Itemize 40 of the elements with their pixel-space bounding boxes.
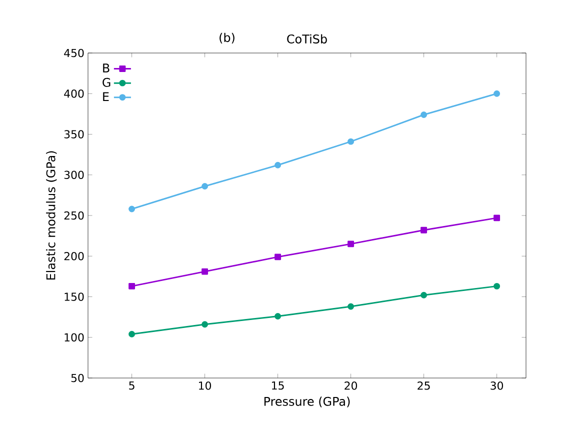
legend-label: E <box>103 92 109 101</box>
x-tick-label: 10 <box>199 382 212 390</box>
point <box>128 282 136 290</box>
point <box>202 183 208 190</box>
text: (b) <box>220 32 234 44</box>
point <box>348 138 354 145</box>
point <box>202 321 208 328</box>
y-tick-label: 450 <box>64 48 84 58</box>
x-tick-label: 15 <box>272 382 284 390</box>
point <box>348 240 354 248</box>
y-tick-label: 400 <box>64 89 84 98</box>
point <box>494 90 500 97</box>
point <box>348 303 354 310</box>
legend-label: G <box>102 78 110 87</box>
point <box>274 254 282 260</box>
point <box>494 214 500 222</box>
x-tick-label: 30 <box>490 382 504 390</box>
point <box>420 112 428 118</box>
point <box>128 206 136 212</box>
y-tick-label: 350 <box>64 130 84 138</box>
y-tick-label: 50 <box>71 374 84 382</box>
y-tick-label: 250 <box>64 211 84 220</box>
legend-label: B <box>103 64 110 72</box>
point <box>420 226 428 234</box>
point <box>494 282 500 290</box>
point <box>420 292 428 298</box>
y-tick-label: 300 <box>64 170 84 180</box>
y-tick-label: 150 <box>64 292 84 301</box>
x-axis-title: Pressure (GPa) <box>264 396 350 408</box>
point <box>128 330 136 338</box>
x-tick-label: 25 <box>418 382 430 390</box>
y-axis-title: Elastic modulus (GPa) <box>46 151 57 280</box>
point <box>202 268 208 275</box>
chart-title: CoTiSb <box>287 34 327 44</box>
x-tick-label: 20 <box>344 382 358 390</box>
point <box>274 162 282 168</box>
y-tick-label: 200 <box>64 252 84 260</box>
y-tick-label: 100 <box>64 333 84 342</box>
x-tick-label: 5 <box>129 382 134 390</box>
point <box>274 313 282 320</box>
